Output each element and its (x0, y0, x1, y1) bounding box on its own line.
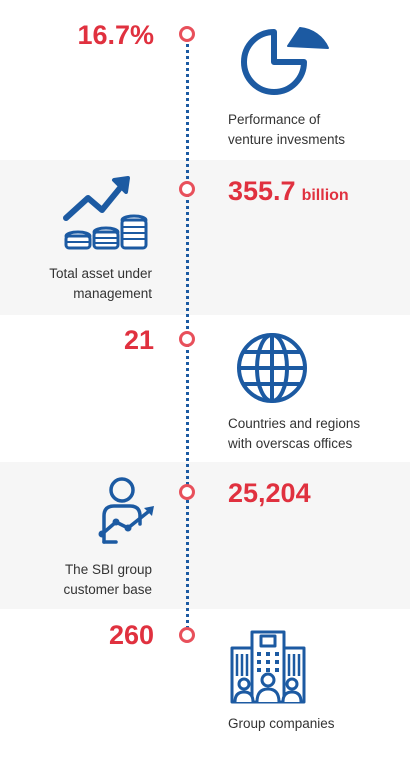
label-line: management (73, 286, 152, 301)
building-group-icon (230, 630, 306, 704)
label-line: venture invesments (228, 132, 346, 147)
stat-value-customers: 25,204 (228, 478, 311, 508)
stat-number: 355.7 (228, 176, 296, 206)
stat-value-assets: 355.7 billion (228, 176, 349, 211)
timeline-node (179, 331, 195, 347)
label-line: Total asset under (49, 266, 152, 281)
stat-label-companies: Group companies (228, 714, 335, 734)
stat-label-customers: The SBI group customer base (63, 560, 152, 600)
label-line: with overscas offices (228, 436, 353, 451)
growth-coins-icon (63, 176, 148, 250)
pie-chart-icon (241, 27, 329, 95)
label-line: The SBI group (64, 562, 152, 577)
label-line: Group companies (228, 716, 335, 731)
timeline-node (179, 484, 195, 500)
stat-unit: billion (301, 187, 349, 204)
customer-growth-icon (98, 477, 154, 544)
stat-label-countries: Countries and regions with overscas offi… (228, 414, 360, 454)
stat-value-performance: 16.7% (77, 20, 154, 50)
timeline-node (179, 181, 195, 197)
timeline-node (179, 26, 195, 42)
timeline-node (179, 627, 195, 643)
label-line: customer base (63, 582, 152, 597)
band-customers (0, 462, 410, 609)
stat-label-performance: Performance of venture invesments (228, 110, 345, 150)
stat-value-companies: 260 (108, 620, 154, 650)
globe-icon (237, 333, 307, 403)
stat-value-countries: 21 (123, 325, 154, 355)
label-line: Performance of (228, 112, 321, 127)
stat-label-assets: Total asset under management (49, 264, 152, 304)
label-line: Countries and regions (228, 416, 361, 431)
